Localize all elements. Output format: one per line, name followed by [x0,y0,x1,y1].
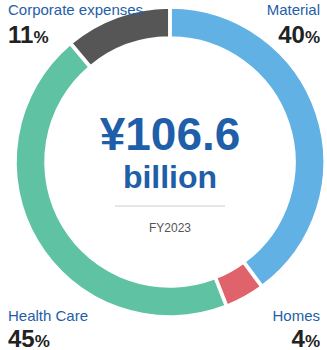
svg-text:11%: 11% [8,21,49,48]
svg-text:40%: 40% [278,21,320,48]
svg-text:FY2023: FY2023 [149,221,191,235]
svg-text:¥106.6: ¥106.6 [100,108,241,160]
svg-text:4%: 4% [292,325,320,350]
svg-text:Health Care: Health Care [8,307,88,324]
svg-text:Homes: Homes [272,307,320,324]
svg-text:45%: 45% [8,325,50,350]
svg-text:Corporate expenses: Corporate expenses [8,1,143,18]
svg-text:billion: billion [123,159,217,195]
svg-text:Material: Material [267,1,320,18]
